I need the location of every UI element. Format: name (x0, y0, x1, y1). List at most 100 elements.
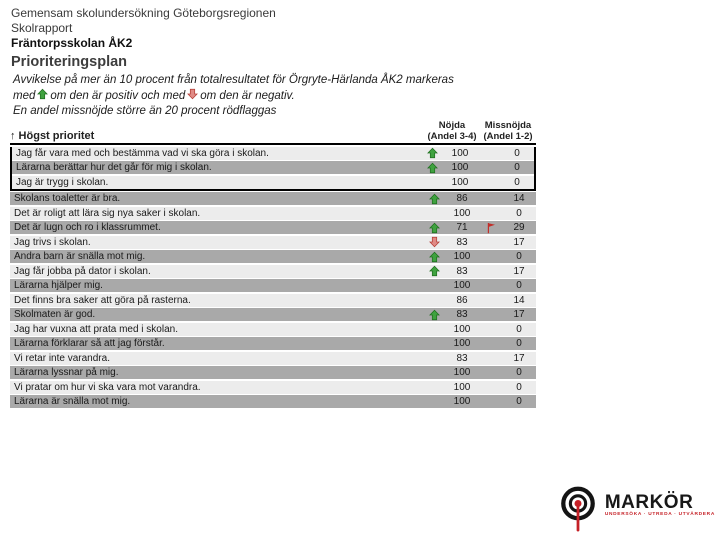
statement-label: Skolans toaletter är bra. (14, 193, 121, 204)
up-arrow-icon (428, 222, 440, 233)
nojda-value: 83 (456, 352, 468, 364)
statement-label: Skolmaten är god. (14, 309, 96, 320)
table-row: Jag får jobba på dator i skolan. 83 17 (10, 264, 536, 278)
missnojda-value: 0 (516, 381, 522, 393)
nojda-value: 100 (451, 162, 469, 173)
statement-label: Det är roligt att lära sig nya saker i s… (14, 207, 201, 219)
legend-line-1: Avvikelse på mer än 10 procent från tota… (13, 74, 454, 86)
statement-label: Det är lugn och ro i klassrummet. (14, 222, 161, 233)
nojda-value: 83 (456, 236, 468, 248)
table-row: Jag trivs i skolan. 83 17 (10, 235, 536, 249)
table-row: Vi pratar om hur vi ska vara mot varandr… (10, 380, 536, 394)
deviation-cell (424, 265, 444, 277)
nojda-value: 100 (451, 147, 469, 159)
missnojda-value: 0 (516, 280, 522, 291)
nojda-value: 86 (456, 294, 468, 306)
deviation-cell (424, 309, 444, 321)
markor-logo: MARKÖR UNDERSÖKA · UTREDA · UTVÄRDERA (555, 483, 715, 535)
nojda-value: 83 (456, 309, 468, 320)
priority-table: ↑ Högst prioritet Nöjda (Andel 3-4) Miss… (10, 120, 536, 408)
up-arrow-icon (37, 88, 49, 100)
nojda-value: 100 (453, 323, 471, 335)
statement-label: Vi retar inte varandra. (14, 352, 110, 364)
table-rows: Skolans toaletter är bra. 86 14 Det är r… (10, 192, 536, 408)
column-header-nojda: Nöjda (Andel 3-4) (427, 120, 477, 142)
up-arrow-icon (428, 193, 440, 204)
flag-cell (480, 207, 502, 219)
statement-label: Det finns bra saker att göra på rasterna… (14, 294, 191, 306)
deviation-cell (424, 236, 444, 248)
table-row: Lärarna berättar hur det går för mig i s… (12, 161, 534, 174)
statement-label: Lärarna berättar hur det går för mig i s… (16, 162, 212, 173)
priority-box: Jag får vara med och bestämma vad vi ska… (10, 146, 536, 191)
down-arrow-icon (428, 236, 440, 248)
flag-cell (480, 222, 502, 234)
deviation-cell (424, 251, 444, 263)
table-row: Vi retar inte varandra. 83 17 (10, 351, 536, 365)
flag-cell (478, 147, 500, 159)
table-row: Det är lugn och ro i klassrummet. 71 29 (10, 221, 536, 234)
statement-label: Jag får jobba på dator i skolan. (14, 265, 151, 277)
missnojda-value: 0 (516, 323, 522, 335)
table-row: Lärarna är snälla mot mig. 100 0 (10, 395, 536, 408)
missnojda-value: 29 (513, 222, 525, 233)
slide-title-block: Gemensam skolundersökning Göteborgsregio… (11, 6, 276, 71)
missnojda-value: 0 (514, 162, 520, 173)
statement-label: Lärarna är snälla mot mig. (14, 396, 131, 407)
school-name: Fräntorpsskolan ÅK2 (11, 36, 133, 50)
flag-cell (480, 251, 502, 263)
column-header-priority: ↑ Högst prioritet (10, 130, 95, 142)
nojda-value: 71 (456, 222, 468, 233)
statement-label: Vi pratar om hur vi ska vara mot varandr… (14, 381, 201, 393)
flag-cell (480, 323, 502, 335)
down-arrow-icon (187, 88, 199, 100)
flag-cell (480, 193, 502, 205)
missnojda-value: 17 (513, 265, 525, 277)
missnojda-value: 17 (513, 236, 525, 248)
nojda-value: 100 (453, 367, 471, 378)
nojda-value: 86 (456, 193, 468, 204)
flag-cell (480, 280, 502, 292)
target-pin-icon (560, 486, 595, 532)
report-title: Gemensam skolundersökning Göteborgsregio… (11, 6, 276, 20)
statement-label: Lärarna hjälper mig. (14, 280, 103, 291)
missnojda-value: 0 (514, 147, 520, 159)
table-header: ↑ Högst prioritet Nöjda (Andel 3-4) Miss… (10, 120, 536, 145)
deviation-cell (424, 222, 444, 234)
table-row: Det är roligt att lära sig nya saker i s… (10, 206, 536, 220)
legend-line-3: En andel missnöjde större än 20 procent … (13, 105, 277, 117)
missnojda-value: 0 (516, 251, 522, 262)
nojda-value: 100 (453, 381, 471, 393)
statement-label: Lärarna lyssnar på mig. (14, 367, 119, 378)
nojda-value: 100 (453, 251, 471, 262)
table-row: Skolmaten är god. 83 17 (10, 308, 536, 321)
table-row: Lärarna lyssnar på mig. 100 0 (10, 366, 536, 379)
flag-cell (480, 236, 502, 248)
flag-cell (480, 396, 502, 408)
missnojda-value: 0 (516, 207, 522, 219)
flag-cell (478, 176, 500, 188)
missnojda-value: 14 (513, 294, 525, 306)
table-row: Skolans toaletter är bra. 86 14 (10, 192, 536, 205)
table-row: Jag är trygg i skolan. 100 0 (12, 175, 534, 189)
flag-cell (480, 352, 502, 364)
up-arrow-icon (428, 251, 440, 262)
nojda-value: 100 (453, 207, 471, 219)
statement-label: Jag får vara med och bestämma vad vi ska… (16, 147, 269, 159)
red-flag-icon (487, 222, 495, 233)
table-row: Jag får vara med och bestämma vad vi ska… (12, 146, 534, 160)
legend-text: Avvikelse på mer än 10 procent från tota… (13, 73, 454, 119)
nojda-value: 100 (453, 396, 471, 407)
statement-label: Jag har vuxna att prata med i skolan. (14, 323, 178, 335)
missnojda-value: 17 (513, 309, 525, 320)
statement-label: Andra barn är snälla mot mig. (14, 251, 146, 262)
nojda-value: 83 (456, 265, 468, 277)
column-header-missnojda: Missnöjda (Andel 1-2) (483, 120, 533, 142)
nojda-value: 100 (453, 280, 471, 291)
missnojda-value: 0 (516, 396, 522, 407)
flag-cell (480, 294, 502, 306)
table-row: Lärarna hjälper mig. 100 0 (10, 279, 536, 292)
report-subtitle: Skolrapport (11, 21, 73, 35)
deviation-cell (424, 193, 444, 205)
missnojda-value: 0 (516, 338, 522, 349)
